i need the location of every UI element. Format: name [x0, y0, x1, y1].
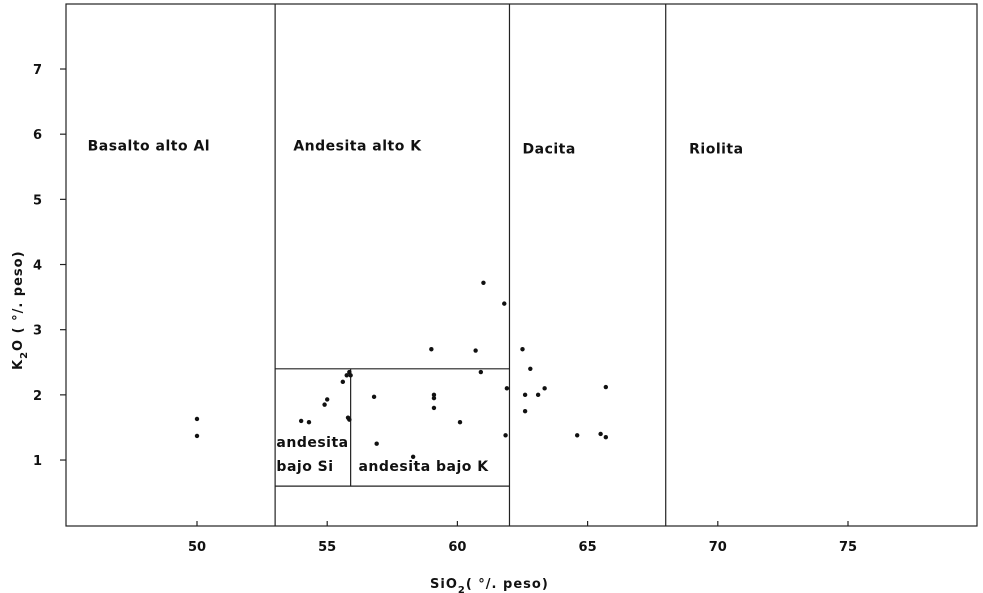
y-tick-label-3: 3	[33, 324, 42, 339]
data-point-32	[574, 433, 580, 438]
field-boundaries	[274, 4, 667, 526]
data-point-6	[340, 379, 346, 385]
x-tick-label-65: 65	[579, 540, 597, 555]
plot-area-border	[65, 3, 978, 527]
data-point-29	[528, 366, 533, 371]
data-point-17	[431, 395, 437, 401]
data-point-25	[503, 433, 508, 438]
field-labels: Basalto alto Al Andesita alto K Dacita Riol…	[88, 138, 743, 475]
y-tick-label-5: 5	[33, 193, 42, 208]
data-point-13	[374, 441, 379, 446]
data-points	[194, 280, 609, 459]
data-point-21	[478, 369, 484, 375]
data-point-2	[298, 418, 304, 424]
x-axis-title-main: SiO	[430, 577, 458, 592]
data-point-4	[322, 402, 327, 407]
data-point-27	[522, 392, 528, 398]
data-point-30	[535, 392, 541, 398]
data-point-24	[504, 386, 510, 391]
y-tick-label-1: 1	[33, 454, 42, 469]
data-point-0	[194, 416, 200, 422]
y-axis-ticks: 1 2 3 4 5 6 7	[33, 63, 66, 469]
data-point-16	[431, 392, 437, 398]
y-tick-label-2: 2	[33, 389, 42, 404]
x-axis-title: SiO2( °/. peso)	[430, 577, 549, 593]
field-label-0: Basalto alto Al	[88, 138, 210, 154]
data-point-35	[603, 435, 609, 440]
data-point-11	[347, 417, 352, 422]
y-axis-title: K2O ( °/. peso)	[11, 250, 30, 370]
data-point-23	[502, 301, 507, 306]
field-label-3: Riolita	[689, 142, 743, 158]
y-axis-title-unit: O ( °/. peso)	[11, 250, 26, 351]
y-tick-label-4: 4	[33, 259, 42, 274]
x-tick-label-75: 75	[839, 540, 857, 555]
x-tick-label-50: 50	[188, 540, 206, 555]
y-axis-title-subscript: 2	[19, 351, 30, 359]
data-point-18	[431, 405, 437, 411]
x-axis-title-unit: ( °/. peso)	[466, 577, 549, 592]
data-point-34	[603, 384, 609, 390]
x-tick-label-55: 55	[318, 540, 336, 555]
y-tick-label-7: 7	[33, 63, 42, 78]
x-axis-title-subscript: 2	[458, 585, 466, 593]
y-tick-label-6: 6	[33, 128, 42, 143]
data-point-5	[325, 397, 330, 402]
data-point-26	[520, 347, 525, 352]
data-point-33	[598, 431, 603, 437]
data-point-31	[542, 386, 547, 391]
field-label-1: Andesita alto K	[293, 138, 422, 154]
data-point-9	[348, 373, 353, 378]
data-point-15	[429, 347, 434, 352]
data-point-3	[306, 420, 312, 425]
x-tick-label-70: 70	[709, 540, 727, 555]
data-point-1	[194, 433, 200, 439]
data-point-12	[371, 394, 377, 400]
y-axis-title-main: K	[11, 359, 26, 370]
data-point-22	[481, 280, 486, 285]
data-point-19	[457, 420, 463, 425]
data-point-14	[410, 454, 416, 459]
field-label-4: andesita	[276, 435, 348, 451]
field-label-6: andesita bajo K	[358, 459, 489, 475]
data-point-28	[522, 408, 528, 414]
x-axis-ticks: 50 55 60 65 70 75	[188, 521, 857, 555]
data-point-20	[473, 348, 478, 353]
field-label-5: bajo Si	[276, 459, 333, 475]
data-point-7	[344, 373, 349, 378]
field-label-2: Dacita	[523, 142, 576, 158]
x-tick-label-60: 60	[448, 540, 466, 555]
